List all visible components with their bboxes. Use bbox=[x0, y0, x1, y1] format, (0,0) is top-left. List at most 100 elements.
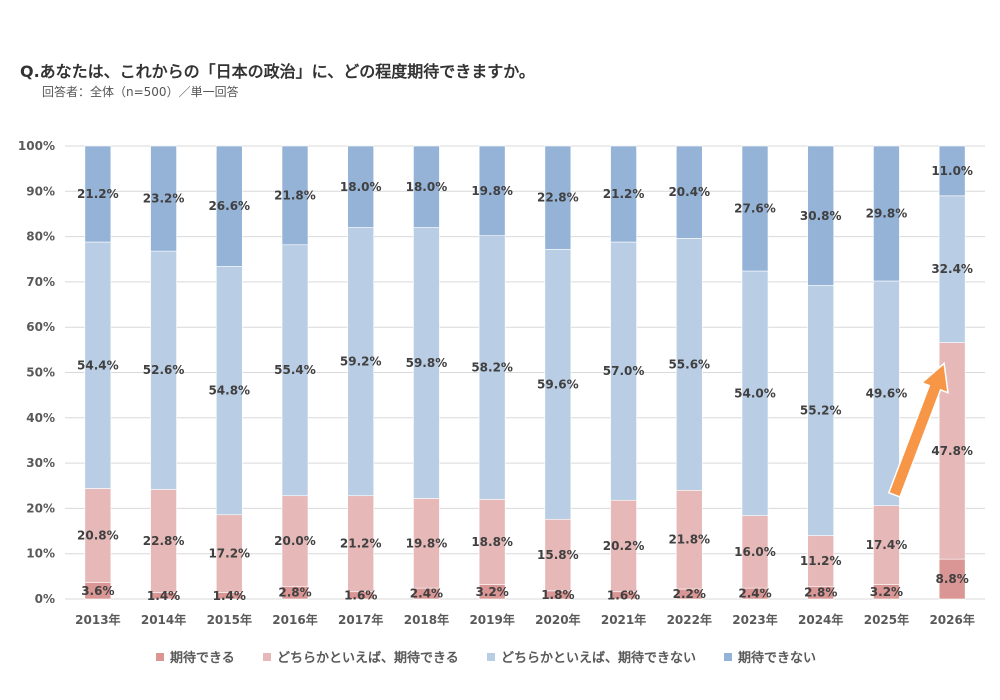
bar-segment bbox=[610, 241, 637, 501]
x-tick-label: 2026年 bbox=[929, 612, 974, 627]
bar-segment bbox=[478, 145, 506, 236]
bar-segment bbox=[873, 145, 900, 282]
y-tick-label: 10% bbox=[26, 547, 55, 561]
data-label: 1.6% bbox=[344, 588, 377, 602]
y-tick-label: 50% bbox=[26, 366, 55, 380]
data-label: 2.4% bbox=[738, 587, 771, 601]
data-label: 11.0% bbox=[931, 164, 973, 178]
data-label: 23.2% bbox=[143, 192, 185, 206]
bar-segment bbox=[610, 499, 637, 593]
bar-segment bbox=[741, 145, 769, 272]
data-label: 8.8% bbox=[936, 572, 969, 586]
x-tick-label: 2025年 bbox=[864, 612, 909, 627]
increase-arrow bbox=[887, 361, 949, 498]
legend-label: どちらかといえば、期待できない bbox=[501, 650, 696, 666]
data-label: 20.0% bbox=[274, 534, 316, 548]
bar-segment bbox=[938, 558, 966, 600]
legend-label: どちらかといえば、期待できる bbox=[277, 650, 459, 666]
y-tick-label: 70% bbox=[26, 275, 55, 289]
data-label: 2.8% bbox=[278, 586, 311, 600]
data-label: 1.4% bbox=[213, 589, 246, 603]
x-tick-label: 2019年 bbox=[469, 612, 514, 627]
bar-segment bbox=[150, 250, 177, 490]
bar-segment bbox=[478, 499, 506, 585]
bar-segment bbox=[938, 195, 966, 343]
bar-segment bbox=[807, 145, 835, 286]
chart-title: Q.あなたは、これからの「日本の政治」に、どの程度期待できますか。 bbox=[20, 62, 535, 81]
bar-segment bbox=[281, 145, 309, 246]
x-tick-label: 2014年 bbox=[141, 612, 186, 627]
bar-segment bbox=[544, 145, 572, 250]
bar-segment bbox=[281, 495, 309, 587]
y-tick-label: 30% bbox=[26, 456, 55, 470]
data-label: 59.8% bbox=[406, 356, 448, 370]
x-tick-label: 2022年 bbox=[667, 612, 712, 627]
data-label: 30.8% bbox=[800, 209, 842, 223]
data-label: 27.6% bbox=[734, 202, 776, 216]
data-label: 18.8% bbox=[471, 535, 513, 549]
bar-segment bbox=[675, 145, 703, 239]
bar-segment bbox=[347, 495, 375, 593]
data-label: 11.2% bbox=[800, 554, 842, 568]
data-label: 20.4% bbox=[668, 185, 710, 199]
y-tick-label: 90% bbox=[26, 184, 55, 198]
data-label: 57.0% bbox=[603, 364, 645, 378]
x-tick-label: 2023年 bbox=[732, 612, 777, 627]
x-tick-label: 2017年 bbox=[338, 612, 383, 627]
x-tick-label: 2024年 bbox=[798, 612, 843, 627]
data-label: 2.4% bbox=[410, 587, 443, 601]
data-label: 17.4% bbox=[866, 538, 908, 552]
y-tick-label: 100% bbox=[18, 139, 55, 153]
bar-segment bbox=[281, 244, 309, 497]
x-tick-label: 2020年 bbox=[535, 612, 580, 627]
data-label: 59.6% bbox=[537, 377, 579, 391]
y-tick-label: 60% bbox=[26, 320, 55, 334]
bar-segment bbox=[675, 238, 703, 491]
data-label: 47.8% bbox=[931, 444, 973, 458]
data-label: 20.8% bbox=[77, 529, 119, 543]
y-tick-label: 40% bbox=[26, 411, 55, 425]
x-tick-label: 2015年 bbox=[207, 612, 252, 627]
bar-segment bbox=[84, 241, 112, 489]
data-label: 54.0% bbox=[734, 386, 776, 400]
bar-segment bbox=[741, 515, 769, 589]
data-label: 54.8% bbox=[208, 384, 250, 398]
legend-label: 期待できない bbox=[738, 650, 816, 666]
bar-segment bbox=[478, 235, 506, 500]
data-label: 1.6% bbox=[607, 588, 640, 602]
legend-label: 期待できる bbox=[170, 650, 235, 666]
bar-segment bbox=[84, 145, 112, 243]
bar-segment bbox=[215, 266, 243, 516]
x-tick-label: 2016年 bbox=[272, 612, 317, 627]
bar-segment bbox=[150, 145, 177, 252]
bar-segment bbox=[873, 280, 900, 506]
data-label: 22.8% bbox=[143, 534, 185, 548]
data-label: 17.2% bbox=[208, 547, 250, 561]
data-label: 18.0% bbox=[340, 180, 382, 194]
data-label: 54.4% bbox=[77, 358, 119, 372]
x-tick-label: 2018年 bbox=[404, 612, 449, 627]
chart-subtitle: 回答者：全体（n=500）／単一回答 bbox=[42, 85, 239, 99]
bar-segment bbox=[347, 227, 375, 497]
data-label: 29.8% bbox=[866, 206, 908, 220]
y-tick-label: 0% bbox=[35, 592, 55, 606]
bar-segment bbox=[150, 489, 177, 593]
data-label: 16.0% bbox=[734, 545, 776, 559]
data-label: 21.2% bbox=[603, 187, 645, 201]
x-tick-label: 2013年 bbox=[75, 612, 120, 627]
legend-swatch bbox=[156, 653, 164, 661]
data-label: 20.2% bbox=[603, 539, 645, 553]
data-label: 58.2% bbox=[471, 361, 513, 375]
bar-segment bbox=[544, 248, 572, 520]
data-label: 1.8% bbox=[541, 588, 574, 602]
data-label: 55.4% bbox=[274, 363, 316, 377]
data-label: 32.4% bbox=[931, 262, 973, 276]
bar-segment bbox=[413, 498, 440, 589]
bar-segment bbox=[544, 518, 572, 592]
data-label: 19.8% bbox=[471, 184, 513, 198]
data-label: 3.2% bbox=[870, 585, 903, 599]
data-label: 59.2% bbox=[340, 355, 382, 369]
data-label: 21.8% bbox=[274, 188, 316, 202]
legend-swatch bbox=[724, 653, 732, 661]
data-label: 21.8% bbox=[668, 533, 710, 547]
